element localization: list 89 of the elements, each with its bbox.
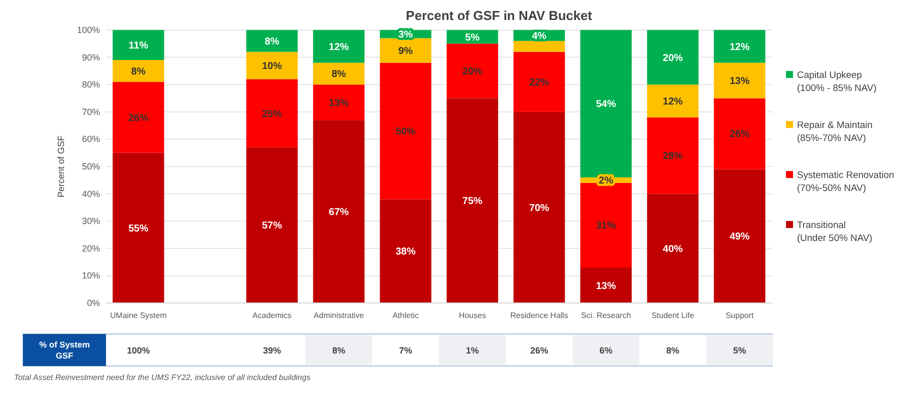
data-label: 50% [396,126,416,138]
text: 8% [666,346,680,356]
data-label: 5% [465,32,480,44]
bar [513,40,565,52]
data-label: 28% [662,151,683,162]
y-tick-label: 100% [76,25,100,35]
y-tick-label: 10% [82,270,100,281]
y-tick-label: 90% [82,52,100,62]
data-label: 10% [262,60,282,72]
x-tick-label: Administrative [314,311,364,320]
text: 5% [733,346,746,356]
text: % of System GSF [39,340,90,360]
text: Total Asset Reinvestment need for the UMS FY22, inclusive of all included buildings [14,373,310,382]
x-tick-label: UMaine System [110,311,167,320]
data-label: 3% [398,30,413,41]
bar [380,62,432,200]
y-tick-label: 80% [82,80,100,90]
data-label: 26% [128,112,149,124]
chart-title: Percent of GSF in NAV Bucket [406,8,593,23]
text: 26% [530,346,548,356]
bar [246,147,298,303]
text: 8% [332,346,346,356]
x-tick-label: Student Life [651,311,695,320]
x-tick-label: Sci. Research [581,311,631,320]
text: 39% [262,346,282,356]
text: 1% [466,346,479,356]
data-label: 40% [662,244,683,255]
y-tick-label: 30% [82,216,100,226]
data-label: 57% [262,220,282,232]
bar [647,117,699,194]
legend-label: Transitional (Under 50% NAV) [797,220,872,244]
data-label: 11% [128,40,148,52]
legend-label: Systematic Renovation (70%-50% NAV) [797,170,894,194]
bar [446,44,498,98]
data-label: 75% [462,196,483,208]
data-label: 12% [730,42,750,53]
data-label: 31% [596,220,616,232]
data-label: 13% [328,98,349,109]
data-label: 55% [128,223,149,234]
bar [647,194,699,303]
bar [112,82,164,153]
bar [580,182,632,268]
bar [513,112,565,303]
x-tick-label: Houses [458,311,486,320]
y-tick-label: 50% [82,162,100,172]
bar [647,30,699,85]
bar [513,52,565,112]
data-label: 54% [596,99,616,110]
bar [380,199,432,303]
bar [714,169,766,303]
data-label: 20% [462,66,483,78]
data-label: 38% [396,246,416,258]
bar [112,152,164,303]
data-label: 8% [332,69,346,80]
data-label: 67% [328,207,349,218]
bar [714,98,766,170]
data-label: 4% [532,30,547,42]
y-tick-label: 20% [82,243,100,254]
legend-label: Capital Upkeep (100% - 85% NAV) [797,70,877,94]
y-tick-label: 0% [86,298,100,308]
data-label: 22% [529,77,550,88]
y-tick-label: 60% [82,134,100,144]
text: 6% [599,346,613,356]
bar [446,98,498,303]
x-tick-label: Residence Halls [510,311,568,320]
y-tick-label: 40% [82,188,100,199]
bar [580,30,632,178]
x-tick-label: Athletic [392,311,419,320]
y-tick-label: 70% [82,106,100,117]
text: 100% [126,346,150,356]
data-label: 13% [730,76,750,88]
data-label: 8% [264,36,280,48]
data-label: 49% [730,232,750,243]
data-label: 26% [730,129,750,140]
bar [313,120,365,303]
data-label: 12% [662,96,683,108]
x-tick-label: Academics [252,311,292,320]
legend-label: Repair & Maintain (85%-70% NAV) [797,120,873,144]
data-label: 70% [529,202,550,214]
bar [246,79,298,148]
text: 7% [399,346,412,356]
data-label: 25% [262,108,282,120]
data-label: 13% [596,280,616,292]
x-tick-label: Support [726,311,754,320]
data-label: 12% [328,42,349,53]
data-label: 8% [131,66,146,78]
y-axis-title: Percent of GSF [56,134,66,198]
data-label: 20% [662,52,683,64]
data-label: 9% [398,46,413,57]
